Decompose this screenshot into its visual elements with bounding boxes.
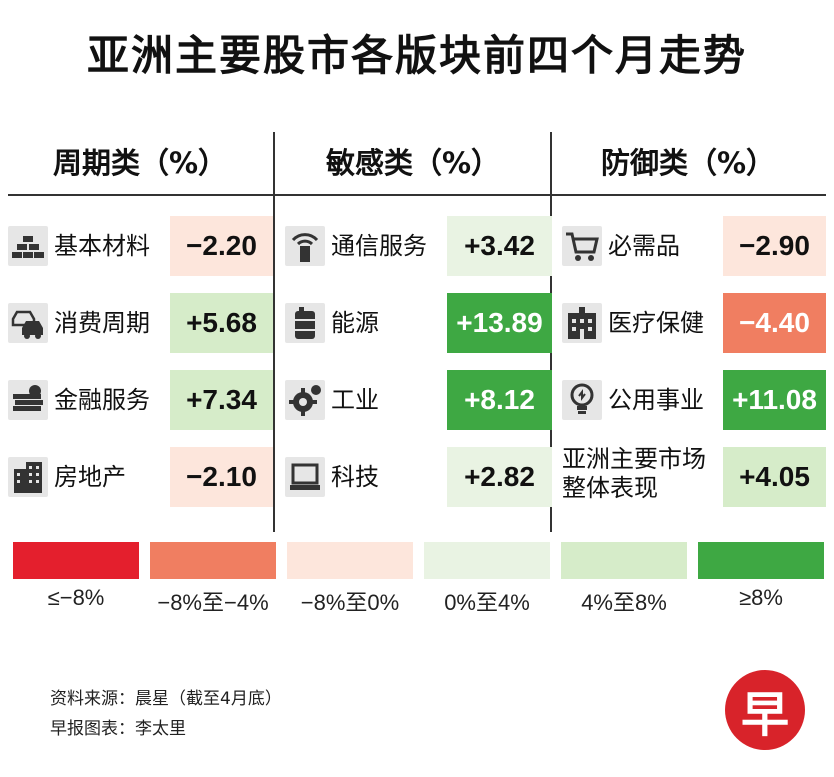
- legend-label-5: 4%至8%: [581, 590, 667, 615]
- sector-label-sensitive-4: 科技: [331, 463, 379, 491]
- sector-label-sensitive-1: 通信服务: [331, 232, 427, 260]
- sector-label-cyclical-2: 消费周期: [54, 309, 150, 337]
- money-stack-icon: [8, 380, 48, 420]
- sector-label-sensitive-3: 工业: [331, 386, 379, 414]
- sector-value-defensive-2: −4.40: [723, 293, 826, 353]
- column-header-cyclical: 周期类（%）: [52, 146, 228, 180]
- shopping-cart-icon: [562, 226, 602, 266]
- sector-value-sensitive-1: +3.42: [447, 216, 552, 276]
- legend-swatch-6: [698, 542, 824, 579]
- sector-value-sensitive-4: +2.82: [447, 447, 552, 507]
- sector-value-defensive-4: +4.05: [723, 447, 826, 507]
- chart-title: 亚洲主要股市各版块前四个月走势: [86, 31, 747, 80]
- legend-label-4: 0%至4%: [444, 590, 530, 615]
- oil-barrel-icon: [285, 303, 325, 343]
- sector-label-cyclical-1: 基本材料: [54, 232, 150, 260]
- sector-value-cyclical-1: −2.20: [170, 216, 273, 276]
- lightbulb-icon: [562, 380, 602, 420]
- sector-value-cyclical-3: +7.34: [170, 370, 273, 430]
- gear-wrench-icon: [285, 380, 325, 420]
- column-divider-1: [273, 132, 275, 532]
- hospital-icon: [562, 303, 602, 343]
- sector-value-cyclical-2: +5.68: [170, 293, 273, 353]
- sector-label-cyclical-3: 金融服务: [54, 386, 150, 414]
- computer-icon: [285, 457, 325, 497]
- header-divider: [8, 194, 826, 196]
- legend-label-1: ≤−8%: [47, 585, 105, 610]
- sector-label-sensitive-2: 能源: [331, 309, 379, 337]
- legend-swatch-3: [287, 542, 413, 579]
- column-header-defensive: 防御类（%）: [600, 146, 776, 180]
- column-header-sensitive: 敏感类（%）: [325, 146, 501, 180]
- sector-label-defensive-4: 亚洲主要市场 整体表现: [562, 445, 706, 502]
- sector-value-defensive-3: +11.08: [723, 370, 826, 430]
- zaobao-logo: 早: [725, 670, 805, 750]
- source-note: 资料来源：晨星（截至4月底）: [50, 689, 282, 709]
- sector-value-cyclical-4: −2.10: [170, 447, 273, 507]
- legend-label-3: −8%至0%: [300, 590, 400, 615]
- sector-label-defensive-1: 必需品: [608, 232, 680, 260]
- sector-label-cyclical-4: 房地产: [54, 463, 126, 491]
- credit-note: 早报图表：李太里: [50, 719, 186, 739]
- legend-swatch-2: [150, 542, 276, 579]
- legend-swatch-5: [561, 542, 687, 579]
- sector-value-defensive-1: −2.90: [723, 216, 826, 276]
- cars-icon: [8, 303, 48, 343]
- materials-bars-icon: [8, 226, 48, 266]
- sector-value-sensitive-2: +13.89: [447, 293, 552, 353]
- sector-label-defensive-2: 医疗保健: [608, 309, 704, 337]
- building-icon: [8, 457, 48, 497]
- sector-value-sensitive-3: +8.12: [447, 370, 552, 430]
- legend-swatch-1: [13, 542, 139, 579]
- legend-label-6: ≥8%: [739, 585, 783, 610]
- legend-swatch-4: [424, 542, 550, 579]
- sector-label-defensive-3: 公用事业: [608, 386, 704, 414]
- legend-label-2: −8%至−4%: [157, 590, 269, 615]
- signal-tower-icon: [285, 226, 325, 266]
